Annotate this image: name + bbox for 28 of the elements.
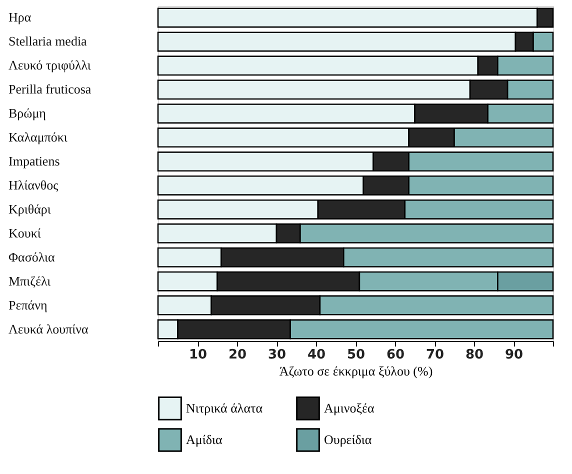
- legend-label: Νιτρικά άλατα: [186, 400, 263, 416]
- y-tick-label: Βρώμη: [8, 106, 46, 121]
- y-tick-label: Καλαμπόκι: [8, 130, 68, 145]
- legend-label: Αμίδια: [186, 432, 222, 447]
- x-tick-label: 80: [465, 348, 484, 362]
- y-tick-label: Ρεπάνη: [8, 297, 48, 312]
- x-tick-label: 90: [504, 348, 524, 362]
- legend-label: Αμινοξέα: [324, 400, 374, 416]
- y-tick-label: Perilla fruticosa: [8, 82, 92, 97]
- y-tick-label: Impatiens: [8, 154, 60, 169]
- x-axis-title: Άζωτο σε έκκριμα ξύλου (%): [279, 364, 433, 378]
- y-tick-label: Ηρα: [8, 10, 32, 25]
- x-tick-label: 50: [346, 348, 366, 362]
- x-tick-label: 30: [268, 348, 286, 362]
- y-tick-label: Κουκί: [8, 225, 42, 240]
- x-tick-label: 10: [188, 348, 208, 362]
- x-tick-label: 70: [426, 348, 444, 362]
- x-tick-label: 20: [228, 348, 247, 362]
- y-tick-label: Λευκό τριφύλλι: [8, 58, 92, 73]
- x-tick-label: 40: [307, 348, 326, 362]
- y-tick-label: Μπιζέλι: [8, 273, 52, 288]
- y-tick-label: Φασόλια: [8, 249, 55, 264]
- y-tick-label: Λευκά λουπίνα: [8, 321, 88, 336]
- legend-label: Ουρείδια: [324, 432, 372, 447]
- y-tick-label: Ηλίανθος: [8, 177, 60, 192]
- x-tick-label: 60: [386, 348, 405, 362]
- y-tick-label: Stellaria media: [8, 34, 88, 49]
- y-tick-label: Κριθάρι: [8, 201, 52, 216]
